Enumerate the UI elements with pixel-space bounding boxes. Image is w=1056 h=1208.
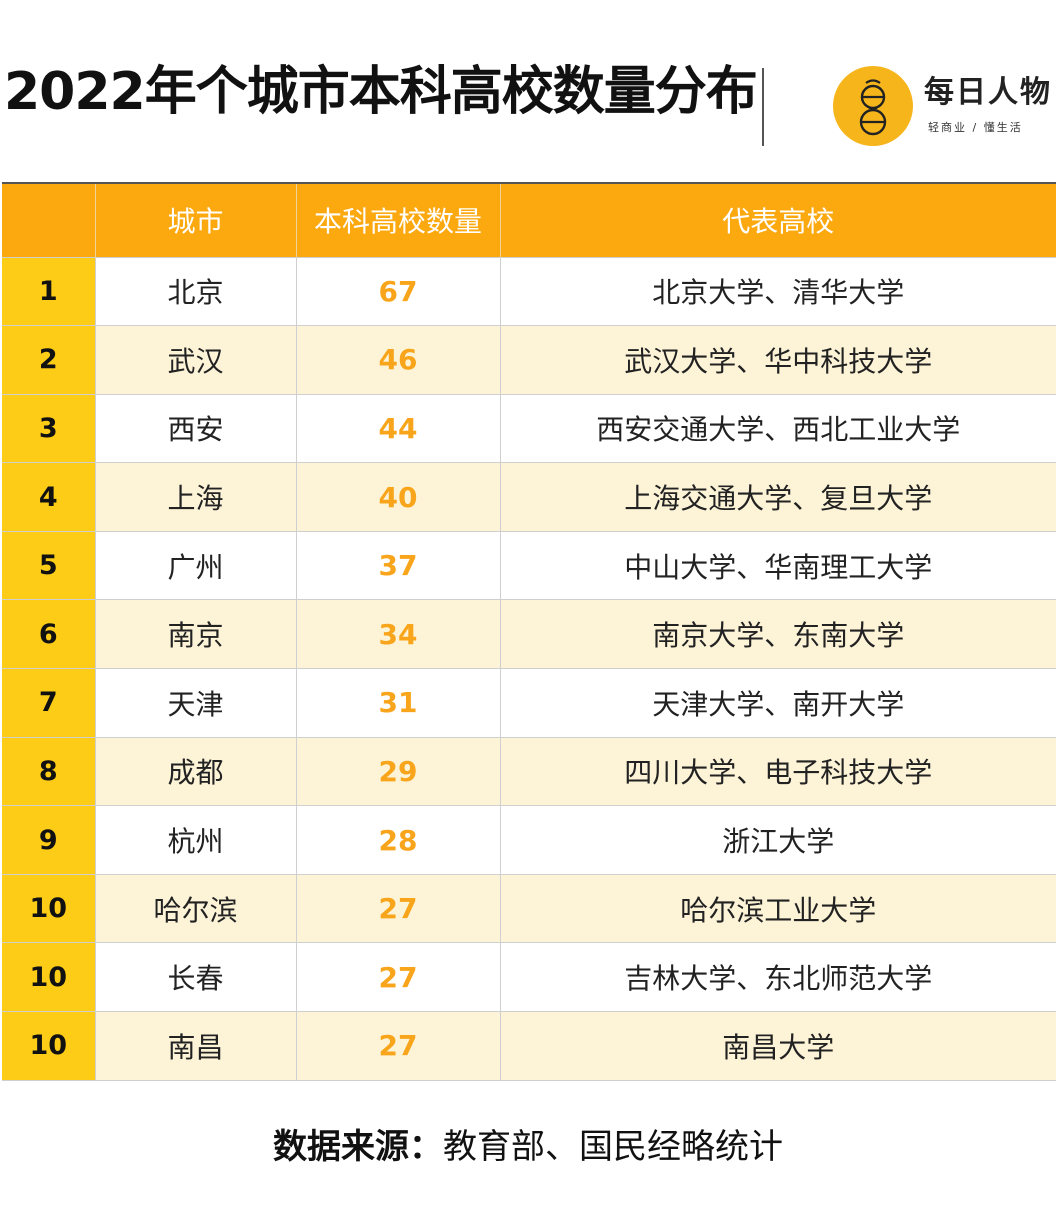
table-row: 5 广州 37 中山大学、华南理工大学 <box>2 530 1056 600</box>
rank-cell: 7 <box>2 668 95 738</box>
schools-cell: 哈尔滨工业大学 <box>499 873 1056 943</box>
rank-cell: 5 <box>2 530 95 600</box>
table-row: 10 长春 27 吉林大学、东北师范大学 <box>2 942 1056 1012</box>
city-cell: 南京 <box>94 599 296 669</box>
schools-cell: 四川大学、电子科技大学 <box>499 736 1056 806</box>
count-cell: 29 <box>295 736 500 806</box>
page-title: 2022年个城市本科高校数量分布 <box>4 62 758 122</box>
rank-cell: 4 <box>2 462 95 532</box>
city-cell: 长春 <box>94 942 296 1012</box>
schools-cell: 南昌大学 <box>499 1011 1056 1081</box>
schools-cell: 南京大学、东南大学 <box>499 599 1056 669</box>
count-cell: 46 <box>295 325 500 395</box>
rank-cell: 8 <box>2 736 95 806</box>
city-cell: 北京 <box>94 256 296 326</box>
header-city: 城市 <box>94 182 296 257</box>
page-header: 2022年个城市本科高校数量分布 每日人物 轻商业 / 懂生活 <box>0 0 1056 182</box>
header-count: 本科高校数量 <box>295 182 500 257</box>
table-row: 3 西安 44 西安交通大学、西北工业大学 <box>2 393 1056 463</box>
table-row: 7 天津 31 天津大学、南开大学 <box>2 668 1056 738</box>
count-cell: 31 <box>295 668 500 738</box>
table-row: 10 南昌 27 南昌大学 <box>2 1011 1056 1081</box>
rank-cell: 10 <box>2 942 95 1012</box>
table-header-row: 城市 本科高校数量 代表高校 <box>2 182 1056 257</box>
brand-slogan: 轻商业 / 懂生活 <box>928 121 1023 134</box>
schools-cell: 天津大学、南开大学 <box>499 668 1056 738</box>
table-row: 8 成都 29 四川大学、电子科技大学 <box>2 736 1056 806</box>
count-cell: 28 <box>295 805 500 875</box>
count-cell: 40 <box>295 462 500 532</box>
rank-cell: 10 <box>2 1011 95 1081</box>
header-schools: 代表高校 <box>499 182 1056 257</box>
table-body: 1 北京 67 北京大学、清华大学 2 武汉 46 武汉大学、华中科技大学 3 西安 44 西安交通大… <box>2 256 1056 1081</box>
ranking-table: 城市 本科高校数量 代表高校 1 北京 67 北京大学、清华大学 2 武汉 46 武汉大学、华… <box>2 182 1056 1081</box>
city-cell: 南昌 <box>94 1011 296 1081</box>
count-cell: 34 <box>295 599 500 669</box>
city-cell: 天津 <box>94 668 296 738</box>
schools-cell: 北京大学、清华大学 <box>499 256 1056 326</box>
table-row: 9 杭州 28 浙江大学 <box>2 805 1056 875</box>
rank-cell: 9 <box>2 805 95 875</box>
count-cell: 37 <box>295 530 500 600</box>
city-cell: 武汉 <box>94 325 296 395</box>
count-cell: 44 <box>295 393 500 463</box>
count-cell: 27 <box>295 1011 500 1081</box>
rank-cell: 1 <box>2 256 95 326</box>
table-row: 10 哈尔滨 27 哈尔滨工业大学 <box>2 873 1056 943</box>
header-divider <box>762 68 764 146</box>
schools-cell: 浙江大学 <box>499 805 1056 875</box>
city-cell: 西安 <box>94 393 296 463</box>
count-cell: 67 <box>295 256 500 326</box>
table-row: 1 北京 67 北京大学、清华大学 <box>2 256 1056 326</box>
city-cell: 杭州 <box>94 805 296 875</box>
table-row: 2 武汉 46 武汉大学、华中科技大学 <box>2 325 1056 395</box>
city-cell: 上海 <box>94 462 296 532</box>
schools-cell: 上海交通大学、复旦大学 <box>499 462 1056 532</box>
schools-cell: 西安交通大学、西北工业大学 <box>499 393 1056 463</box>
table-row: 4 上海 40 上海交通大学、复旦大学 <box>2 462 1056 532</box>
header-rank <box>2 182 95 257</box>
source-label: 数据来源： <box>273 1127 443 1167</box>
count-cell: 27 <box>295 942 500 1012</box>
logo-glyph-icon <box>859 79 887 136</box>
rank-cell: 3 <box>2 393 95 463</box>
city-cell: 哈尔滨 <box>94 873 296 943</box>
yellow-circle-logo-icon <box>833 66 913 146</box>
schools-cell: 吉林大学、东北师范大学 <box>499 942 1056 1012</box>
rank-cell: 10 <box>2 873 95 943</box>
data-source: 数据来源：教育部、国民经略统计 <box>0 1130 1056 1164</box>
rank-cell: 6 <box>2 599 95 669</box>
source-text: 教育部、国民经略统计 <box>443 1127 783 1167</box>
city-cell: 成都 <box>94 736 296 806</box>
brand-name: 每日人物 <box>924 75 1052 110</box>
count-cell: 27 <box>295 873 500 943</box>
schools-cell: 武汉大学、华中科技大学 <box>499 325 1056 395</box>
schools-cell: 中山大学、华南理工大学 <box>499 530 1056 600</box>
city-cell: 广州 <box>94 530 296 600</box>
table-row: 6 南京 34 南京大学、东南大学 <box>2 599 1056 669</box>
rank-cell: 2 <box>2 325 95 395</box>
